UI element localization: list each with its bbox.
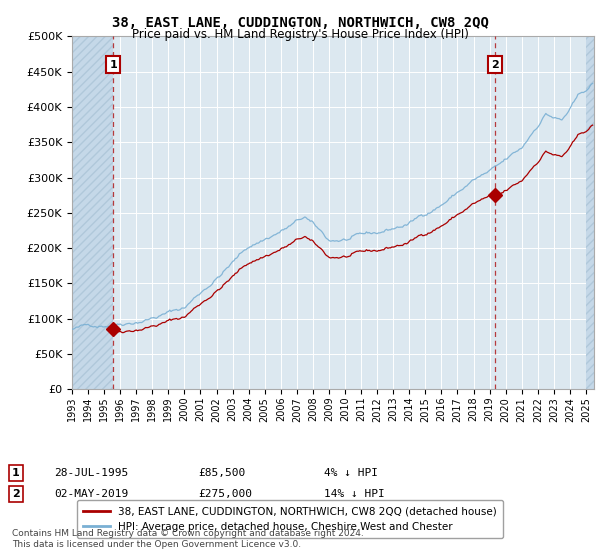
Text: 2: 2 bbox=[491, 59, 499, 69]
Text: Price paid vs. HM Land Registry's House Price Index (HPI): Price paid vs. HM Land Registry's House … bbox=[131, 28, 469, 41]
Text: 02-MAY-2019: 02-MAY-2019 bbox=[54, 489, 128, 499]
Text: 28-JUL-1995: 28-JUL-1995 bbox=[54, 468, 128, 478]
Text: 1: 1 bbox=[109, 59, 117, 69]
Text: £85,500: £85,500 bbox=[198, 468, 245, 478]
Text: 2: 2 bbox=[12, 489, 20, 499]
Text: 4% ↓ HPI: 4% ↓ HPI bbox=[324, 468, 378, 478]
Bar bbox=[586, 36, 594, 389]
Bar bbox=[72, 36, 113, 389]
Text: Contains HM Land Registry data © Crown copyright and database right 2024.
This d: Contains HM Land Registry data © Crown c… bbox=[12, 529, 364, 549]
Text: 38, EAST LANE, CUDDINGTON, NORTHWICH, CW8 2QQ: 38, EAST LANE, CUDDINGTON, NORTHWICH, CW… bbox=[112, 16, 488, 30]
Text: 14% ↓ HPI: 14% ↓ HPI bbox=[324, 489, 385, 499]
Text: 1: 1 bbox=[12, 468, 20, 478]
Legend: 38, EAST LANE, CUDDINGTON, NORTHWICH, CW8 2QQ (detached house), HPI: Average pri: 38, EAST LANE, CUDDINGTON, NORTHWICH, CW… bbox=[77, 500, 503, 538]
Text: £275,000: £275,000 bbox=[198, 489, 252, 499]
